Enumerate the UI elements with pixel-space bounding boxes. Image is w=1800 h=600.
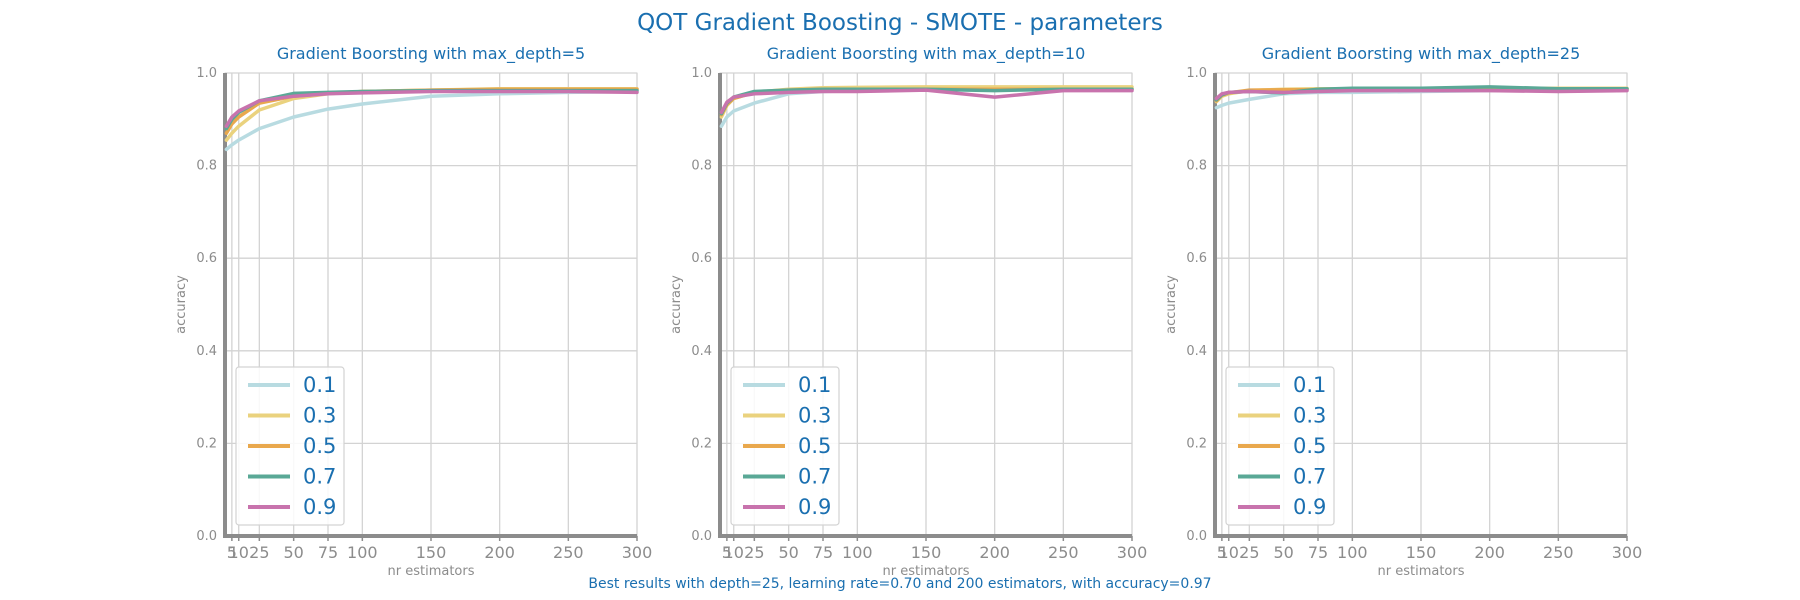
x-tick-label: 300 — [622, 543, 653, 562]
x-tick-label: 25 — [1239, 543, 1259, 562]
x-tick-label: 10 — [1219, 543, 1239, 562]
x-tick-label: 5 — [227, 543, 237, 562]
legend-label: 0.1 — [798, 373, 831, 397]
y-tick-label: 1.0 — [196, 66, 217, 81]
legend-label: 0.3 — [1293, 404, 1326, 428]
x-tick-label: 150 — [911, 543, 942, 562]
x-tick-label: 250 — [553, 543, 584, 562]
x-tick-label: 25 — [744, 543, 764, 562]
footer-note: Best results with depth=25, learning rat… — [588, 576, 1211, 592]
y-tick-label: 0.2 — [196, 436, 217, 451]
y-tick-label: 0.6 — [196, 251, 217, 266]
legend-label: 0.7 — [798, 465, 831, 489]
x-tick-label: 100 — [347, 543, 378, 562]
legend-label: 0.7 — [303, 465, 336, 489]
x-axis-label: nr estimators — [1378, 564, 1465, 579]
legend-label: 0.9 — [303, 495, 336, 519]
x-tick-label: 75 — [1308, 543, 1328, 562]
y-tick-label: 0.4 — [691, 344, 712, 359]
x-tick-label: 75 — [813, 543, 833, 562]
y-tick-label: 0.0 — [691, 529, 712, 544]
x-tick-label: 200 — [484, 543, 515, 562]
y-tick-label: 0.8 — [691, 159, 712, 174]
chart-title: Gradient Boorsting with max_depth=5 — [277, 44, 585, 64]
y-axis-label: accuracy — [1164, 275, 1179, 334]
x-tick-label: 100 — [842, 543, 873, 562]
x-axis-label: nr estimators — [388, 564, 475, 579]
figure-title: QOT Gradient Boosting - SMOTE - paramete… — [637, 10, 1163, 36]
chart-title: Gradient Boorsting with max_depth=25 — [1262, 44, 1581, 64]
x-tick-label: 250 — [1048, 543, 1079, 562]
y-tick-label: 0.8 — [1186, 159, 1207, 174]
legend-label: 0.5 — [303, 434, 336, 458]
y-tick-label: 0.0 — [1186, 529, 1207, 544]
y-tick-label: 0.6 — [691, 251, 712, 266]
chart-panel-2: 0.0 0.2 0.4 0.6 0.8 1.0 510 25 50 75 100 150 200 250 3… — [669, 44, 1147, 579]
y-tick-label: 0.8 — [196, 159, 217, 174]
x-tick-label: 50 — [1273, 543, 1293, 562]
chart-panel-1: 0.0 0.2 0.4 0.6 0.8 1.0 510 25 50 75 100 150 200 250 3… — [174, 44, 652, 579]
x-tick-label: 25 — [249, 543, 269, 562]
legend-label: 0.5 — [1293, 434, 1326, 458]
x-tick-label: 5 — [722, 543, 732, 562]
y-tick-label: 0.6 — [1186, 251, 1207, 266]
chart-title: Gradient Boorsting with max_depth=10 — [767, 44, 1086, 64]
x-tick-label: 150 — [416, 543, 447, 562]
legend: 0.1 0.3 0.5 0.7 0.9 — [235, 366, 345, 526]
legend: 0.1 0.3 0.5 0.7 0.9 — [1225, 366, 1335, 526]
x-tick-label: 10 — [229, 543, 249, 562]
x-tick-label: 10 — [724, 543, 744, 562]
x-tick-label: 150 — [1406, 543, 1437, 562]
y-tick-label: 0.4 — [196, 344, 217, 359]
series-line-0.9 — [224, 89, 639, 128]
legend: 0.1 0.3 0.5 0.7 0.9 — [730, 366, 840, 526]
y-tick-label: 0.2 — [1186, 436, 1207, 451]
x-tick-label: 250 — [1543, 543, 1574, 562]
legend-label: 0.3 — [798, 404, 831, 428]
legend-label: 0.7 — [1293, 465, 1326, 489]
x-tick-label: 200 — [979, 543, 1010, 562]
x-tick-label: 200 — [1474, 543, 1505, 562]
x-tick-label: 300 — [1117, 543, 1148, 562]
legend-label: 0.3 — [303, 404, 336, 428]
chart-panel-3: 0.0 0.2 0.4 0.6 0.8 1.0 510 25 50 75 100 150 200 250 3… — [1164, 44, 1642, 579]
series-line-0.9 — [719, 88, 1134, 115]
y-tick-label: 1.0 — [1186, 66, 1207, 81]
x-tick-label: 5 — [1217, 543, 1227, 562]
legend-label: 0.9 — [1293, 495, 1326, 519]
y-tick-label: 0.4 — [1186, 344, 1207, 359]
legend-label: 0.9 — [798, 495, 831, 519]
y-axis-label: accuracy — [669, 275, 684, 334]
x-tick-label: 300 — [1612, 543, 1643, 562]
x-tick-label: 50 — [778, 543, 798, 562]
y-axis-label: accuracy — [174, 275, 189, 334]
y-tick-label: 1.0 — [691, 66, 712, 81]
legend-label: 0.1 — [1293, 373, 1326, 397]
series-line-0.1 — [224, 89, 639, 152]
legend-label: 0.1 — [303, 373, 336, 397]
x-tick-label: 75 — [318, 543, 338, 562]
y-tick-label: 0.0 — [196, 529, 217, 544]
x-axis-label: nr estimators — [883, 564, 970, 579]
legend-label: 0.5 — [798, 434, 831, 458]
x-tick-label: 100 — [1337, 543, 1368, 562]
y-tick-label: 0.2 — [691, 436, 712, 451]
series-line-0.9 — [1214, 88, 1629, 101]
x-tick-label: 50 — [283, 543, 303, 562]
